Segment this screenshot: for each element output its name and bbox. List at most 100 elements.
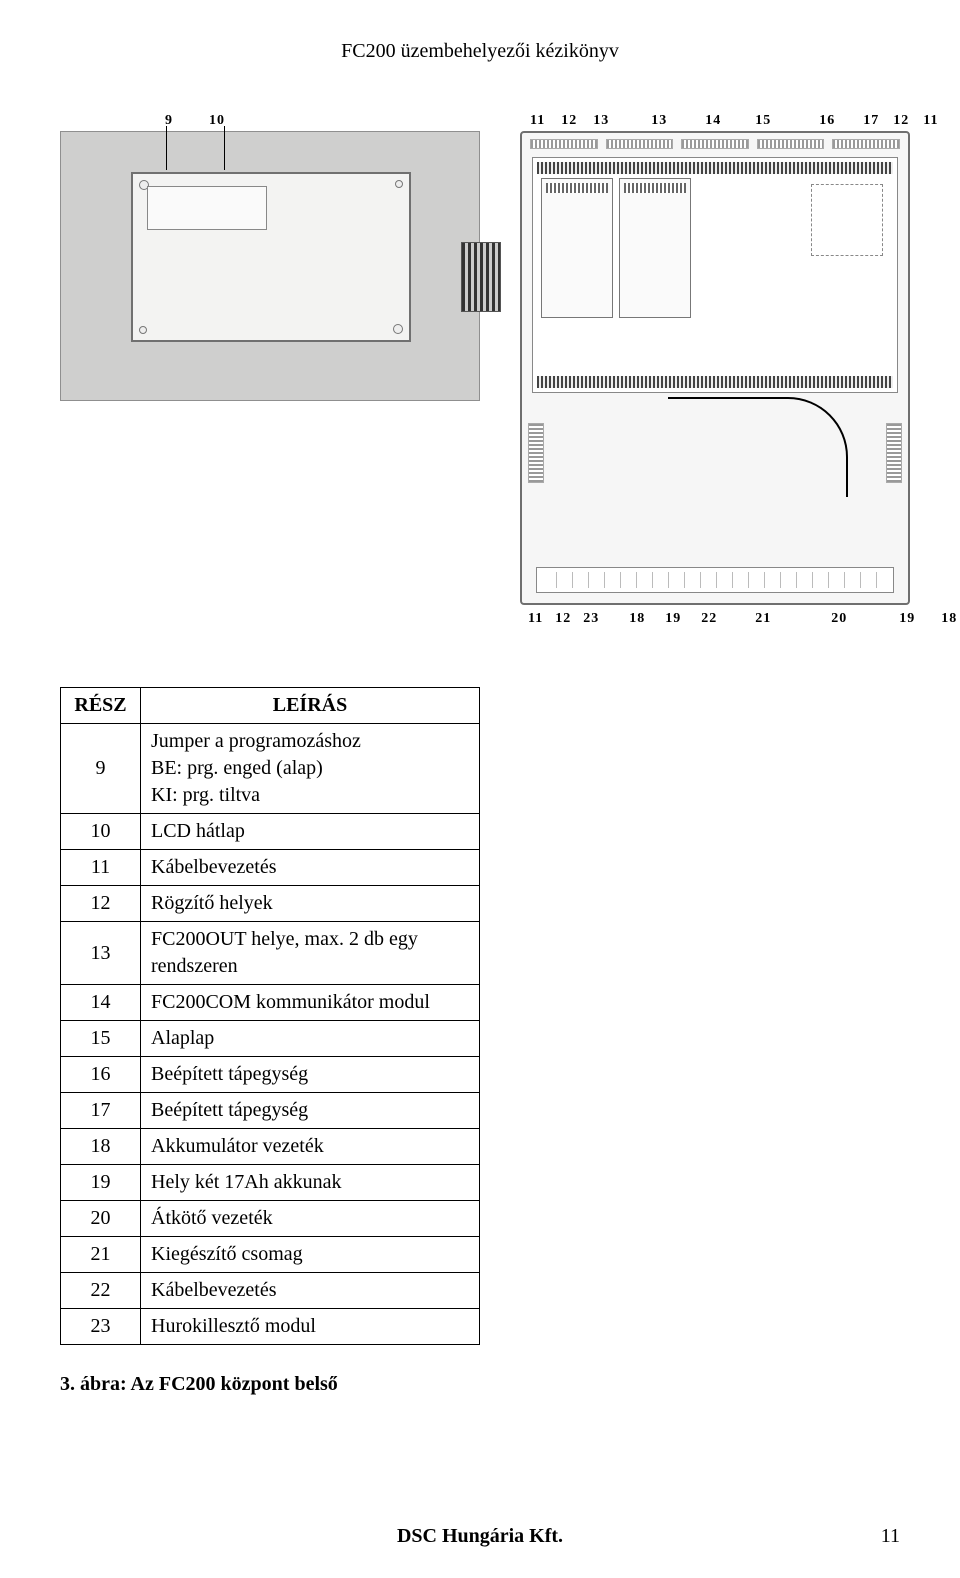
- callout-label: 18: [941, 611, 957, 627]
- table-cell-number: 20: [61, 1201, 141, 1237]
- table-row: 22Kábelbevezetés: [61, 1273, 480, 1309]
- table-cell-description: Jumper a programozáshozBE: prg. enged (a…: [141, 724, 480, 814]
- table-row: 23Hurokillesztő modul: [61, 1309, 480, 1345]
- hatch-icon: [606, 139, 674, 149]
- table-row: 21Kiegészítő csomag: [61, 1237, 480, 1273]
- module-card-icon: [619, 178, 691, 318]
- callout-label: 21: [755, 611, 771, 627]
- callout-label: 14: [705, 113, 721, 129]
- diagrams-row: 9 10 11121313141516171211: [60, 113, 900, 627]
- table-cell-description: Alaplap: [141, 1021, 480, 1057]
- page-footer: DSC Hungária Kft. 11: [60, 1525, 900, 1548]
- table-row: 10LCD hátlap: [61, 814, 480, 850]
- table-cell-description: Kábelbevezetés: [141, 850, 480, 886]
- hatch-icon: [681, 139, 749, 149]
- panel-outer: [60, 131, 480, 401]
- callout-label: 16: [819, 113, 835, 129]
- panel-label-box: [147, 186, 267, 230]
- side-grille-icon: [461, 242, 501, 312]
- table-row: 9Jumper a programozáshozBE: prg. enged (…: [61, 724, 480, 814]
- table-cell-number: 21: [61, 1237, 141, 1273]
- callout-label: 13: [651, 113, 667, 129]
- page-header: FC200 üzembehelyezői kézikönyv: [60, 40, 900, 63]
- table-cell-description: FC200COM kommunikátor modul: [141, 985, 480, 1021]
- screw-icon: [139, 326, 147, 334]
- callout-label: 19: [665, 611, 681, 627]
- right-diagram-bottom-callouts: 1112231819222120191812: [520, 611, 960, 627]
- table-cell-description: Hely két 17Ah akkunak: [141, 1165, 480, 1201]
- callout-label: 19: [899, 611, 915, 627]
- table-cell-description: Beépített tápegység: [141, 1057, 480, 1093]
- table-cell-number: 15: [61, 1021, 141, 1057]
- table-row: 16Beépített tápegység: [61, 1057, 480, 1093]
- side-hatch-icon: [528, 423, 544, 483]
- table-cell-number: 19: [61, 1165, 141, 1201]
- side-hatch-icon: [886, 423, 902, 483]
- table-cell-description: Kiegészítő csomag: [141, 1237, 480, 1273]
- option-module-box: [811, 184, 883, 256]
- table-cell-number: 14: [61, 985, 141, 1021]
- table-cell-description: Kábelbevezetés: [141, 1273, 480, 1309]
- table-cell-number: 18: [61, 1129, 141, 1165]
- table-row: 14FC200COM kommunikátor modul: [61, 985, 480, 1021]
- table-cell-description: Beépített tápegység: [141, 1093, 480, 1129]
- callout-leader-lines: [166, 126, 316, 132]
- table-cell-description: LCD hátlap: [141, 814, 480, 850]
- callout-label: 18: [629, 611, 645, 627]
- screw-icon: [395, 180, 403, 188]
- callout-label: 11: [528, 611, 543, 627]
- table-header-cell: LEÍRÁS: [141, 688, 480, 724]
- hatch-icon: [530, 139, 598, 149]
- callout-label: 22: [701, 611, 717, 627]
- table-cell-number: 11: [61, 850, 141, 886]
- table-row: 15Alaplap: [61, 1021, 480, 1057]
- table-row: 11Kábelbevezetés: [61, 850, 480, 886]
- callout-label: 12: [555, 611, 571, 627]
- callout-label: 13: [593, 113, 609, 129]
- table-cell-number: 10: [61, 814, 141, 850]
- panel-inner: [131, 172, 411, 342]
- main-board: [532, 157, 898, 393]
- callout-label: 20: [831, 611, 847, 627]
- callout-label: 11: [923, 113, 938, 129]
- table-row: 20Átkötő vezeték: [61, 1201, 480, 1237]
- callout-label: 12: [893, 113, 909, 129]
- table-cell-description: Rögzítő helyek: [141, 886, 480, 922]
- table-row: 17Beépített tápegység: [61, 1093, 480, 1129]
- callout-label: 23: [583, 611, 599, 627]
- callout-label: 17: [863, 113, 879, 129]
- footer-company: DSC Hungária Kft.: [100, 1525, 860, 1548]
- table-cell-number: 23: [61, 1309, 141, 1345]
- terminal-rail-icon: [536, 567, 894, 593]
- table-row: 18Akkumulátor vezeték: [61, 1129, 480, 1165]
- table-header-cell: RÉSZ: [61, 688, 141, 724]
- table-header-row: RÉSZ LEÍRÁS: [61, 688, 480, 724]
- table-row: 13FC200OUT helye, max. 2 db egy rendszer…: [61, 922, 480, 985]
- connector-strip-icon: [537, 162, 893, 174]
- parts-table: RÉSZ LEÍRÁS 9Jumper a programozáshozBE: …: [60, 687, 480, 1345]
- table-cell-description: Akkumulátor vezeték: [141, 1129, 480, 1165]
- table-cell-description: Átkötő vezeték: [141, 1201, 480, 1237]
- cable-arc-icon: [668, 397, 848, 497]
- table-cell-description: Hurokillesztő modul: [141, 1309, 480, 1345]
- hatch-icon: [832, 139, 900, 149]
- right-diagram-top-callouts: 11121313141516171211: [520, 113, 960, 129]
- figure-caption: 3. ábra: Az FC200 központ belső: [60, 1373, 900, 1396]
- module-card-icon: [541, 178, 613, 318]
- connector-strip-icon: [537, 376, 893, 388]
- callout-label: 11: [530, 113, 545, 129]
- table-row: 12Rögzítő helyek: [61, 886, 480, 922]
- callout-label: 15: [755, 113, 771, 129]
- table-cell-number: 22: [61, 1273, 141, 1309]
- page: FC200 üzembehelyezői kézikönyv 9 10 1112…: [0, 0, 960, 1578]
- table-cell-number: 9: [61, 724, 141, 814]
- footer-page-number: 11: [860, 1525, 900, 1548]
- table-cell-number: 12: [61, 886, 141, 922]
- table-cell-number: 13: [61, 922, 141, 985]
- left-diagram: 9 10: [60, 113, 480, 401]
- table-cell-number: 16: [61, 1057, 141, 1093]
- top-hatch-row: [530, 139, 900, 149]
- table-cell-description: FC200OUT helye, max. 2 db egy rendszeren: [141, 922, 480, 985]
- table-row: 19Hely két 17Ah akkunak: [61, 1165, 480, 1201]
- hatch-icon: [757, 139, 825, 149]
